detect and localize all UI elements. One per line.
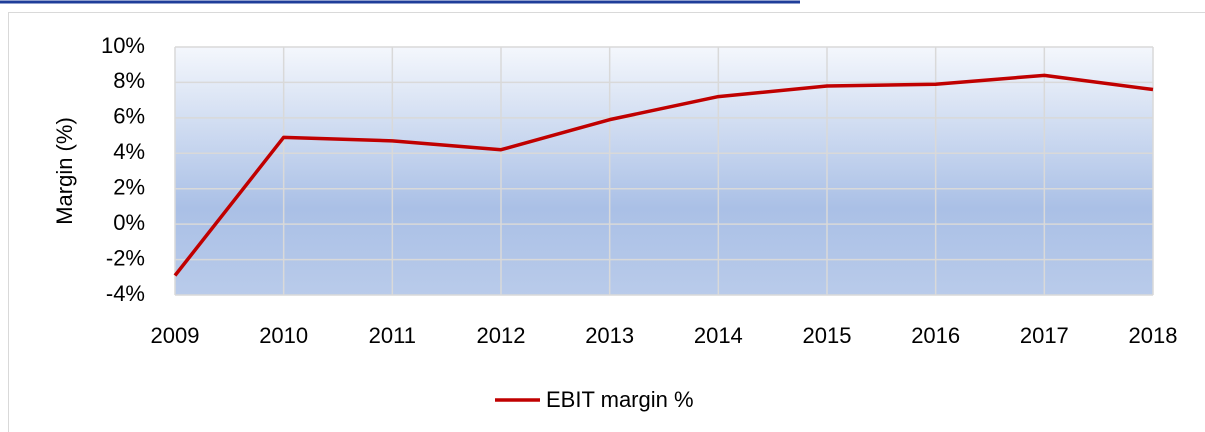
y-tick-label: 2% — [113, 175, 145, 200]
y-tick-label: 8% — [113, 68, 145, 93]
y-tick-label: 0% — [113, 210, 145, 235]
x-tick-label: 2010 — [259, 323, 308, 348]
y-tick-label: 4% — [113, 139, 145, 164]
y-tick-label: -2% — [106, 245, 145, 270]
chart-border — [8, 12, 1205, 432]
y-tick-label: -4% — [106, 281, 145, 306]
y-axis-label: Margin (%) — [52, 117, 77, 225]
x-tick-label: 2017 — [1020, 323, 1069, 348]
x-tick-label: 2016 — [911, 323, 960, 348]
x-tick-label: 2012 — [477, 323, 526, 348]
x-tick-label: 2018 — [1129, 323, 1178, 348]
x-tick-label: 2013 — [585, 323, 634, 348]
x-tick-label: 2014 — [694, 323, 743, 348]
legend-label: EBIT margin % — [546, 387, 694, 412]
plot-area — [175, 47, 1153, 295]
x-tick-label: 2009 — [151, 323, 200, 348]
x-tick-label: 2011 — [369, 323, 416, 348]
y-tick-label: 6% — [113, 104, 145, 129]
y-tick-label: 10% — [101, 33, 145, 58]
x-tick-label: 2015 — [803, 323, 852, 348]
line-series — [173, 73, 1154, 277]
